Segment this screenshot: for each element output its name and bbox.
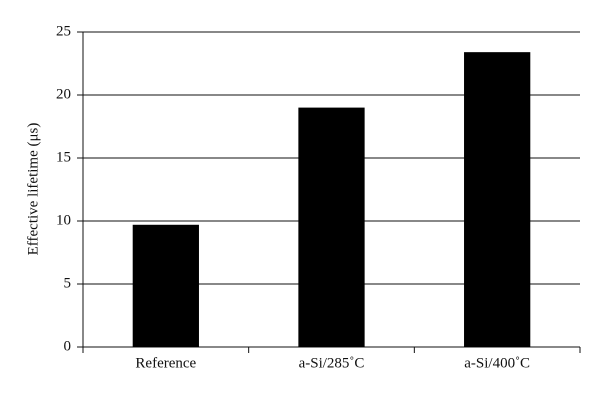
y-tick-label: 5: [64, 275, 72, 291]
bar: [132, 224, 199, 347]
y-tick-label: 20: [56, 86, 71, 102]
y-tick-label: 25: [56, 23, 71, 39]
x-tick-label: a-Si/400˚C: [464, 355, 530, 371]
bar: [464, 52, 531, 347]
y-axis-label: Effective lifetime (μs): [25, 123, 41, 256]
x-tick-label: Reference: [135, 355, 196, 371]
y-tick-label: 0: [64, 338, 72, 354]
x-tick-label: a-Si/285˚C: [299, 355, 365, 371]
y-tick-label: 15: [56, 149, 71, 165]
bar: [298, 107, 365, 347]
y-tick-label: 10: [56, 212, 71, 228]
